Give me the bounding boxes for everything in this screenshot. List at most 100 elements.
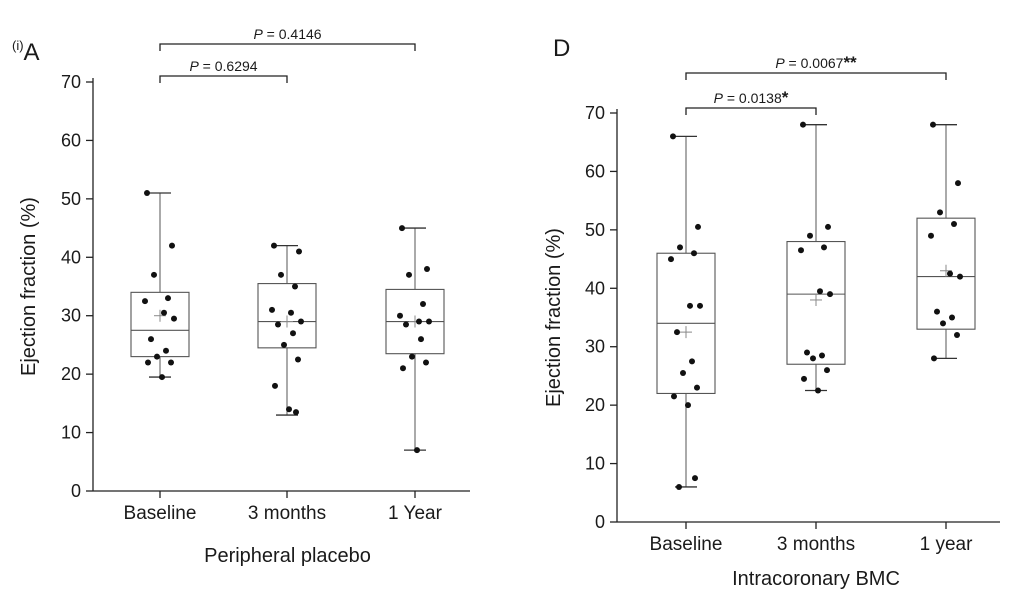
data-point — [821, 244, 827, 251]
p-value-label: P = 0.0067** — [775, 53, 857, 72]
data-point — [161, 309, 167, 316]
y-tick-label: 50 — [61, 189, 81, 209]
data-point — [142, 298, 148, 305]
x-tick-label: Baseline — [124, 503, 197, 524]
data-point — [169, 242, 175, 249]
data-point — [697, 302, 703, 309]
y-tick-label: 20 — [585, 395, 605, 415]
data-point — [397, 312, 403, 319]
data-point — [269, 306, 275, 313]
box-iqr — [130, 291, 190, 358]
data-point — [801, 375, 807, 382]
data-point — [691, 250, 697, 257]
p-value-label: P = 0.0138* — [714, 88, 789, 107]
p-symbol: P — [253, 26, 263, 42]
bracket-line — [159, 75, 288, 83]
data-point — [275, 321, 281, 328]
comparison-bracket: P = 0.6294 — [159, 58, 288, 83]
data-point — [272, 382, 278, 389]
data-point — [947, 270, 953, 277]
data-point — [957, 273, 963, 280]
data-point — [671, 393, 677, 400]
data-point — [154, 353, 160, 360]
x-axis-label: Intracoronary BMC — [732, 568, 900, 590]
data-point — [278, 271, 284, 278]
y-tick-label: 40 — [585, 278, 605, 298]
data-point — [695, 223, 701, 230]
chart-panel-d: D 0 10 20 30 40 50 60 70 Ejection fraction (%) Bas… — [543, 35, 1000, 590]
data-point — [824, 367, 830, 374]
data-point — [426, 318, 432, 325]
box-iqr — [916, 217, 976, 330]
data-point — [414, 447, 420, 454]
data-point — [954, 332, 960, 339]
data-point — [692, 475, 698, 482]
data-point — [930, 121, 936, 128]
p-symbol: P — [714, 90, 724, 106]
data-point — [168, 359, 174, 366]
y-axis-label: Ejection fraction (%) — [18, 197, 40, 376]
x-tick-label: Baseline — [650, 534, 723, 555]
data-point — [288, 309, 294, 316]
p-value-label: P = 0.4146 — [253, 26, 321, 42]
data-point — [798, 247, 804, 254]
bracket-line — [685, 107, 817, 115]
y-tick-label: 10 — [61, 423, 81, 443]
comparison-bracket: P = 0.4146 — [159, 26, 416, 51]
box-iqr — [257, 283, 317, 349]
data-point — [290, 330, 296, 337]
box-0 — [130, 190, 190, 381]
y-axis-label: Ejection fraction (%) — [543, 228, 565, 407]
data-point — [292, 283, 298, 290]
p-value: = 0.0138 — [723, 90, 782, 106]
x-tick-label: 1 year — [920, 534, 973, 555]
data-point — [145, 359, 151, 366]
data-point — [286, 406, 292, 413]
bracket-line — [159, 43, 416, 51]
data-point — [424, 265, 430, 272]
data-point — [406, 271, 412, 278]
data-point — [940, 320, 946, 327]
significance-stars: * — [782, 88, 789, 107]
p-value: = 0.4146 — [263, 26, 322, 42]
x-tick-label: 3 months — [248, 503, 326, 524]
box-2 — [385, 225, 445, 454]
data-point — [144, 190, 150, 197]
data-point — [815, 387, 821, 394]
data-point — [151, 271, 157, 278]
y-tick-label: 70 — [585, 103, 605, 123]
data-point — [296, 248, 302, 255]
data-point — [827, 291, 833, 298]
y-tick-label: 30 — [61, 306, 81, 326]
p-symbol: P — [189, 58, 199, 74]
data-point — [807, 232, 813, 239]
panel-prefix: (i) — [12, 38, 24, 53]
bracket-line — [685, 72, 947, 80]
box-iqr — [786, 240, 846, 365]
data-point — [674, 329, 680, 336]
x-tick-label: 3 months — [777, 534, 855, 555]
data-point — [951, 221, 957, 228]
data-point — [687, 302, 693, 309]
data-point — [694, 384, 700, 391]
data-point — [295, 356, 301, 363]
box-0 — [656, 133, 716, 490]
data-point — [810, 355, 816, 362]
y-tick-label: 10 — [585, 454, 605, 474]
box-1 — [786, 121, 846, 394]
data-point — [949, 314, 955, 321]
data-point — [423, 359, 429, 366]
data-point — [804, 349, 810, 356]
data-point — [420, 301, 426, 308]
p-value: = 0.6294 — [199, 58, 258, 74]
data-point — [689, 358, 695, 365]
data-point — [800, 121, 806, 128]
panel-label: (i)A — [12, 38, 40, 66]
data-point — [400, 365, 406, 372]
comparison-bracket: P = 0.0067** — [685, 53, 947, 80]
data-point — [817, 288, 823, 295]
data-point — [668, 256, 674, 263]
panel-label: D — [553, 35, 570, 62]
data-point — [937, 209, 943, 216]
comparison-bracket: P = 0.0138* — [685, 88, 817, 115]
